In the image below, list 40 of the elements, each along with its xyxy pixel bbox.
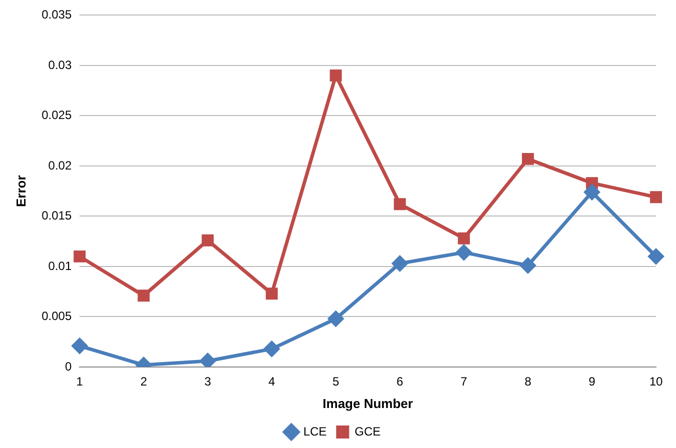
x-tick-label: 7 xyxy=(460,374,468,389)
point xyxy=(72,338,88,354)
point xyxy=(138,290,150,302)
x-tick-label: 3 xyxy=(204,374,212,389)
point xyxy=(520,258,536,274)
point xyxy=(650,191,662,204)
point xyxy=(74,250,86,262)
y-tick-label: 0.02 xyxy=(48,158,72,172)
x-tick-label: 4 xyxy=(268,374,276,389)
y-tick-label: 0.015 xyxy=(42,208,72,223)
y-tick-label: 0.005 xyxy=(42,309,72,324)
y-tick-label: 0.025 xyxy=(42,108,72,122)
x-tick-label: 6 xyxy=(396,374,404,389)
y-tick-label: 0 xyxy=(64,359,72,374)
legend-label: LCE xyxy=(303,424,327,438)
y-axis-title: Error xyxy=(13,175,28,207)
y-tick-label: 0.035 xyxy=(42,8,72,22)
x-tick-label: 1 xyxy=(76,374,84,389)
x-tick-label: 10 xyxy=(649,374,663,389)
point xyxy=(202,234,214,246)
x-tick-label: 5 xyxy=(332,374,340,389)
y-tick-label: 0.03 xyxy=(48,58,72,72)
point xyxy=(456,244,472,260)
x-tick-label: 9 xyxy=(588,374,596,389)
point xyxy=(200,353,216,367)
point xyxy=(648,248,664,264)
point xyxy=(330,70,342,82)
point xyxy=(328,311,344,327)
x-tick-label: 8 xyxy=(524,374,532,389)
legend-label: GCE xyxy=(354,424,381,438)
point xyxy=(522,152,534,165)
point xyxy=(264,341,280,357)
point xyxy=(392,256,408,272)
point xyxy=(394,198,406,210)
x-tick-label: 2 xyxy=(140,374,148,389)
point xyxy=(584,184,600,200)
point xyxy=(458,232,470,244)
y-tick-label: 0.01 xyxy=(48,258,72,273)
x-axis-title: Image Number xyxy=(322,396,413,411)
point xyxy=(266,288,278,300)
